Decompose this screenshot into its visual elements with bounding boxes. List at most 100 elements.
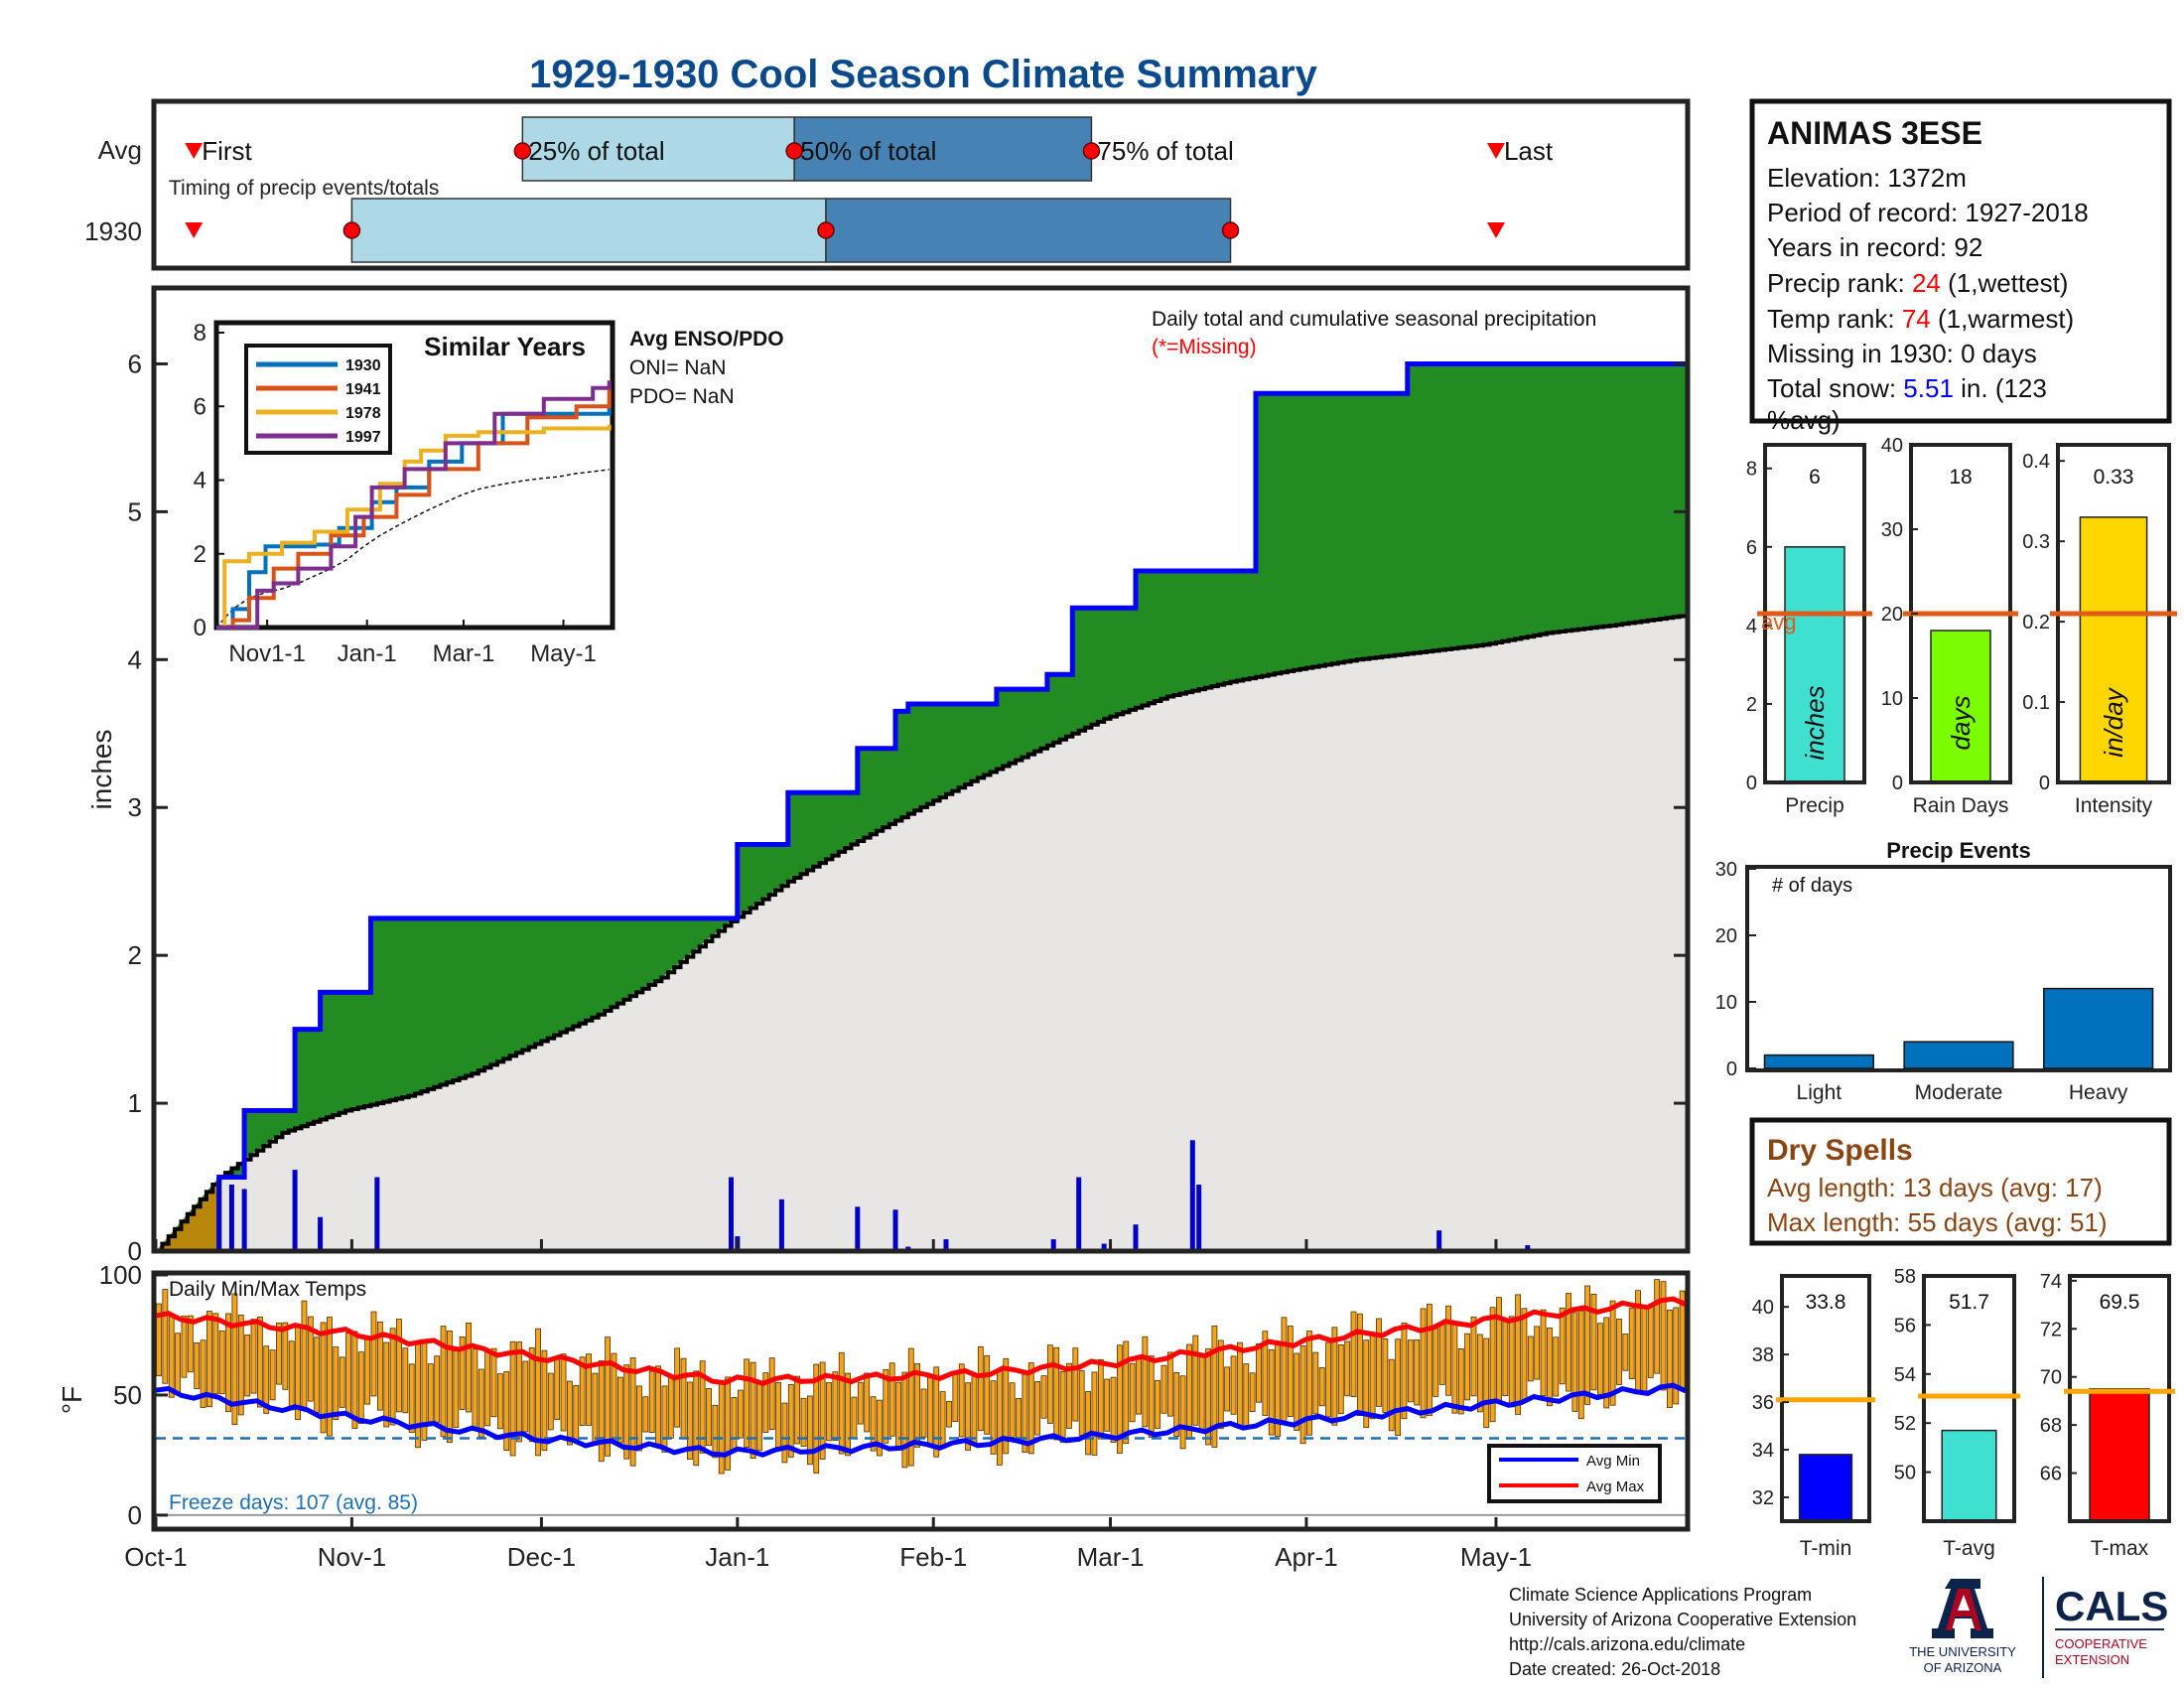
daily-temp-bar (1097, 1358, 1104, 1440)
temp-y-tick-label: 0 (128, 1500, 142, 1530)
daily-temp-bar (484, 1351, 491, 1427)
daily-temp-bar (1205, 1348, 1211, 1446)
summary-y-tick-label: 0.2 (2022, 612, 2050, 633)
timing-label-first: First (202, 136, 252, 166)
daily-temp-bar (1577, 1310, 1584, 1420)
daily-temp-bar (1483, 1337, 1490, 1429)
daily-temp-bar (269, 1349, 276, 1401)
daily-temp-bar (744, 1358, 751, 1448)
month-tick-label: Feb-1 (899, 1542, 967, 1572)
daily-temp-bar (762, 1372, 769, 1433)
summary-bar-precip (1784, 546, 1845, 783)
daily-temp-bar (503, 1371, 510, 1451)
daily-temp-bar (206, 1311, 212, 1408)
daily-temp-bar (933, 1366, 940, 1458)
temp-y-tick-label: 100 (99, 1260, 142, 1290)
month-tick-label: Mar-1 (1077, 1542, 1145, 1572)
daily-temp-bar (1622, 1334, 1629, 1371)
daily-temp-bar (1059, 1371, 1066, 1443)
daily-temp-bar (1508, 1316, 1515, 1408)
daily-temp-bar (200, 1339, 206, 1408)
daily-temp-bar (162, 1289, 169, 1384)
daily-temp-bar (1117, 1344, 1123, 1455)
daily-temp-bar (1344, 1340, 1351, 1397)
inset-x-tick-label: Jan-1 (338, 640, 397, 667)
daily-temp-bar (1085, 1391, 1091, 1456)
daily-temp-bar (1066, 1362, 1072, 1429)
temp-summary-y-tick-label: 70 (2040, 1367, 2062, 1389)
daily-temp-bar (276, 1323, 282, 1385)
daily-temp-bar (1142, 1336, 1149, 1428)
precip-y-tick-label: 1 (128, 1088, 142, 1118)
inset-title: Similar Years (424, 332, 586, 361)
daily-temp-bar (857, 1381, 864, 1425)
daily-temp-bar (586, 1353, 592, 1426)
temperature-y-label: °F (57, 1386, 87, 1414)
daily-temp-bar (307, 1316, 314, 1402)
daily-temp-bar (1136, 1355, 1142, 1415)
snow-value: 5.51 (1903, 373, 1954, 403)
daily-temp-bar (1660, 1281, 1667, 1391)
inset-y-tick-label: 6 (194, 393, 206, 420)
daily-temp-bar (1628, 1308, 1635, 1379)
daily-temp-bar (1173, 1371, 1180, 1437)
summary-x-label: Rain Days (1913, 794, 2009, 817)
timing-panel-frame (151, 98, 1691, 271)
daily-temp-bar (1464, 1333, 1471, 1401)
summary-y-tick-label: 0 (1746, 773, 1757, 794)
daily-temp-bar (731, 1397, 738, 1451)
daily-temp-bar (327, 1317, 333, 1437)
daily-temp-bar (1666, 1309, 1673, 1408)
timing-avg-p25-marker (513, 142, 532, 160)
daily-temp-bar (864, 1372, 871, 1433)
daily-temp-bar (1224, 1366, 1231, 1412)
daily-temp-bar (376, 1321, 383, 1411)
footer-university: University of Arizona Cooperative Extens… (1509, 1610, 1856, 1629)
daily-temp-bar (364, 1338, 371, 1405)
ua-logo-line2: OF ARIZONA (1924, 1660, 2002, 1675)
daily-temp-bar (1230, 1355, 1237, 1415)
daily-temp-bar (383, 1341, 390, 1428)
events-y-tick-label: 30 (1715, 859, 1737, 881)
station-name: ANIMAS 3ESE (1767, 115, 1982, 151)
dry-spells-box: Dry Spells Avg length: 13 days (avg: 17)… (1749, 1117, 2172, 1246)
temp-summary-frame (2068, 1274, 2171, 1523)
daily-temp-bar (1476, 1334, 1483, 1413)
daily-temp-bar (1027, 1362, 1034, 1455)
temp-summary-x-label: T-avg (1943, 1537, 1995, 1560)
daily-temp-bar (1647, 1307, 1654, 1378)
precip-annotation: Daily total and cumulative seasonal prec… (1152, 308, 1596, 331)
ua-logo-line1: THE UNIVERSITY (1909, 1644, 2016, 1659)
events-y-tick-label: 20 (1715, 925, 1737, 947)
daily-temp-bar (1034, 1380, 1041, 1436)
daily-temp-bar (370, 1311, 377, 1397)
daily-temp-bar (522, 1360, 529, 1433)
daily-temp-bar (1388, 1358, 1395, 1432)
daily-temp-bar (712, 1404, 719, 1459)
daily-temp-bar (870, 1396, 877, 1452)
daily-temp-bar (1236, 1341, 1243, 1429)
legend-avg-min-label: Avg Min (1586, 1453, 1640, 1470)
precip-events-title: Precip Events (1886, 838, 2031, 863)
daily-temp-bar (1571, 1312, 1578, 1412)
snow-prefix: Total snow: (1767, 373, 1903, 403)
daily-temp-bar (826, 1382, 832, 1442)
daily-temp-bar (693, 1370, 700, 1467)
summary-value-label: 18 (1949, 466, 1972, 489)
temp-summary-value-label: 69.5 (2100, 1291, 2140, 1314)
timing-avg-p75-marker (1082, 142, 1101, 160)
daily-temp-bar (1009, 1382, 1016, 1438)
temp-summary-y-tick-label: 68 (2040, 1415, 2062, 1437)
daily-temp-bar (509, 1340, 516, 1457)
daily-temp-bar (212, 1313, 219, 1395)
temp-summary-y-tick-label: 74 (2040, 1271, 2062, 1293)
daily-temp-bar (1584, 1285, 1591, 1405)
timing-bars: First 25% of total 50% of total 75% of tota… (185, 116, 1554, 263)
daily-temp-bar (1376, 1318, 1382, 1407)
summary-y-tick-label: 6 (1746, 537, 1757, 559)
daily-temp-bar (1673, 1307, 1680, 1405)
temp-summary-y-tick-label: 40 (1752, 1297, 1774, 1319)
daily-temp-bar (250, 1319, 257, 1394)
daily-temp-bar (573, 1384, 580, 1441)
daily-temp-bar (1155, 1379, 1161, 1429)
